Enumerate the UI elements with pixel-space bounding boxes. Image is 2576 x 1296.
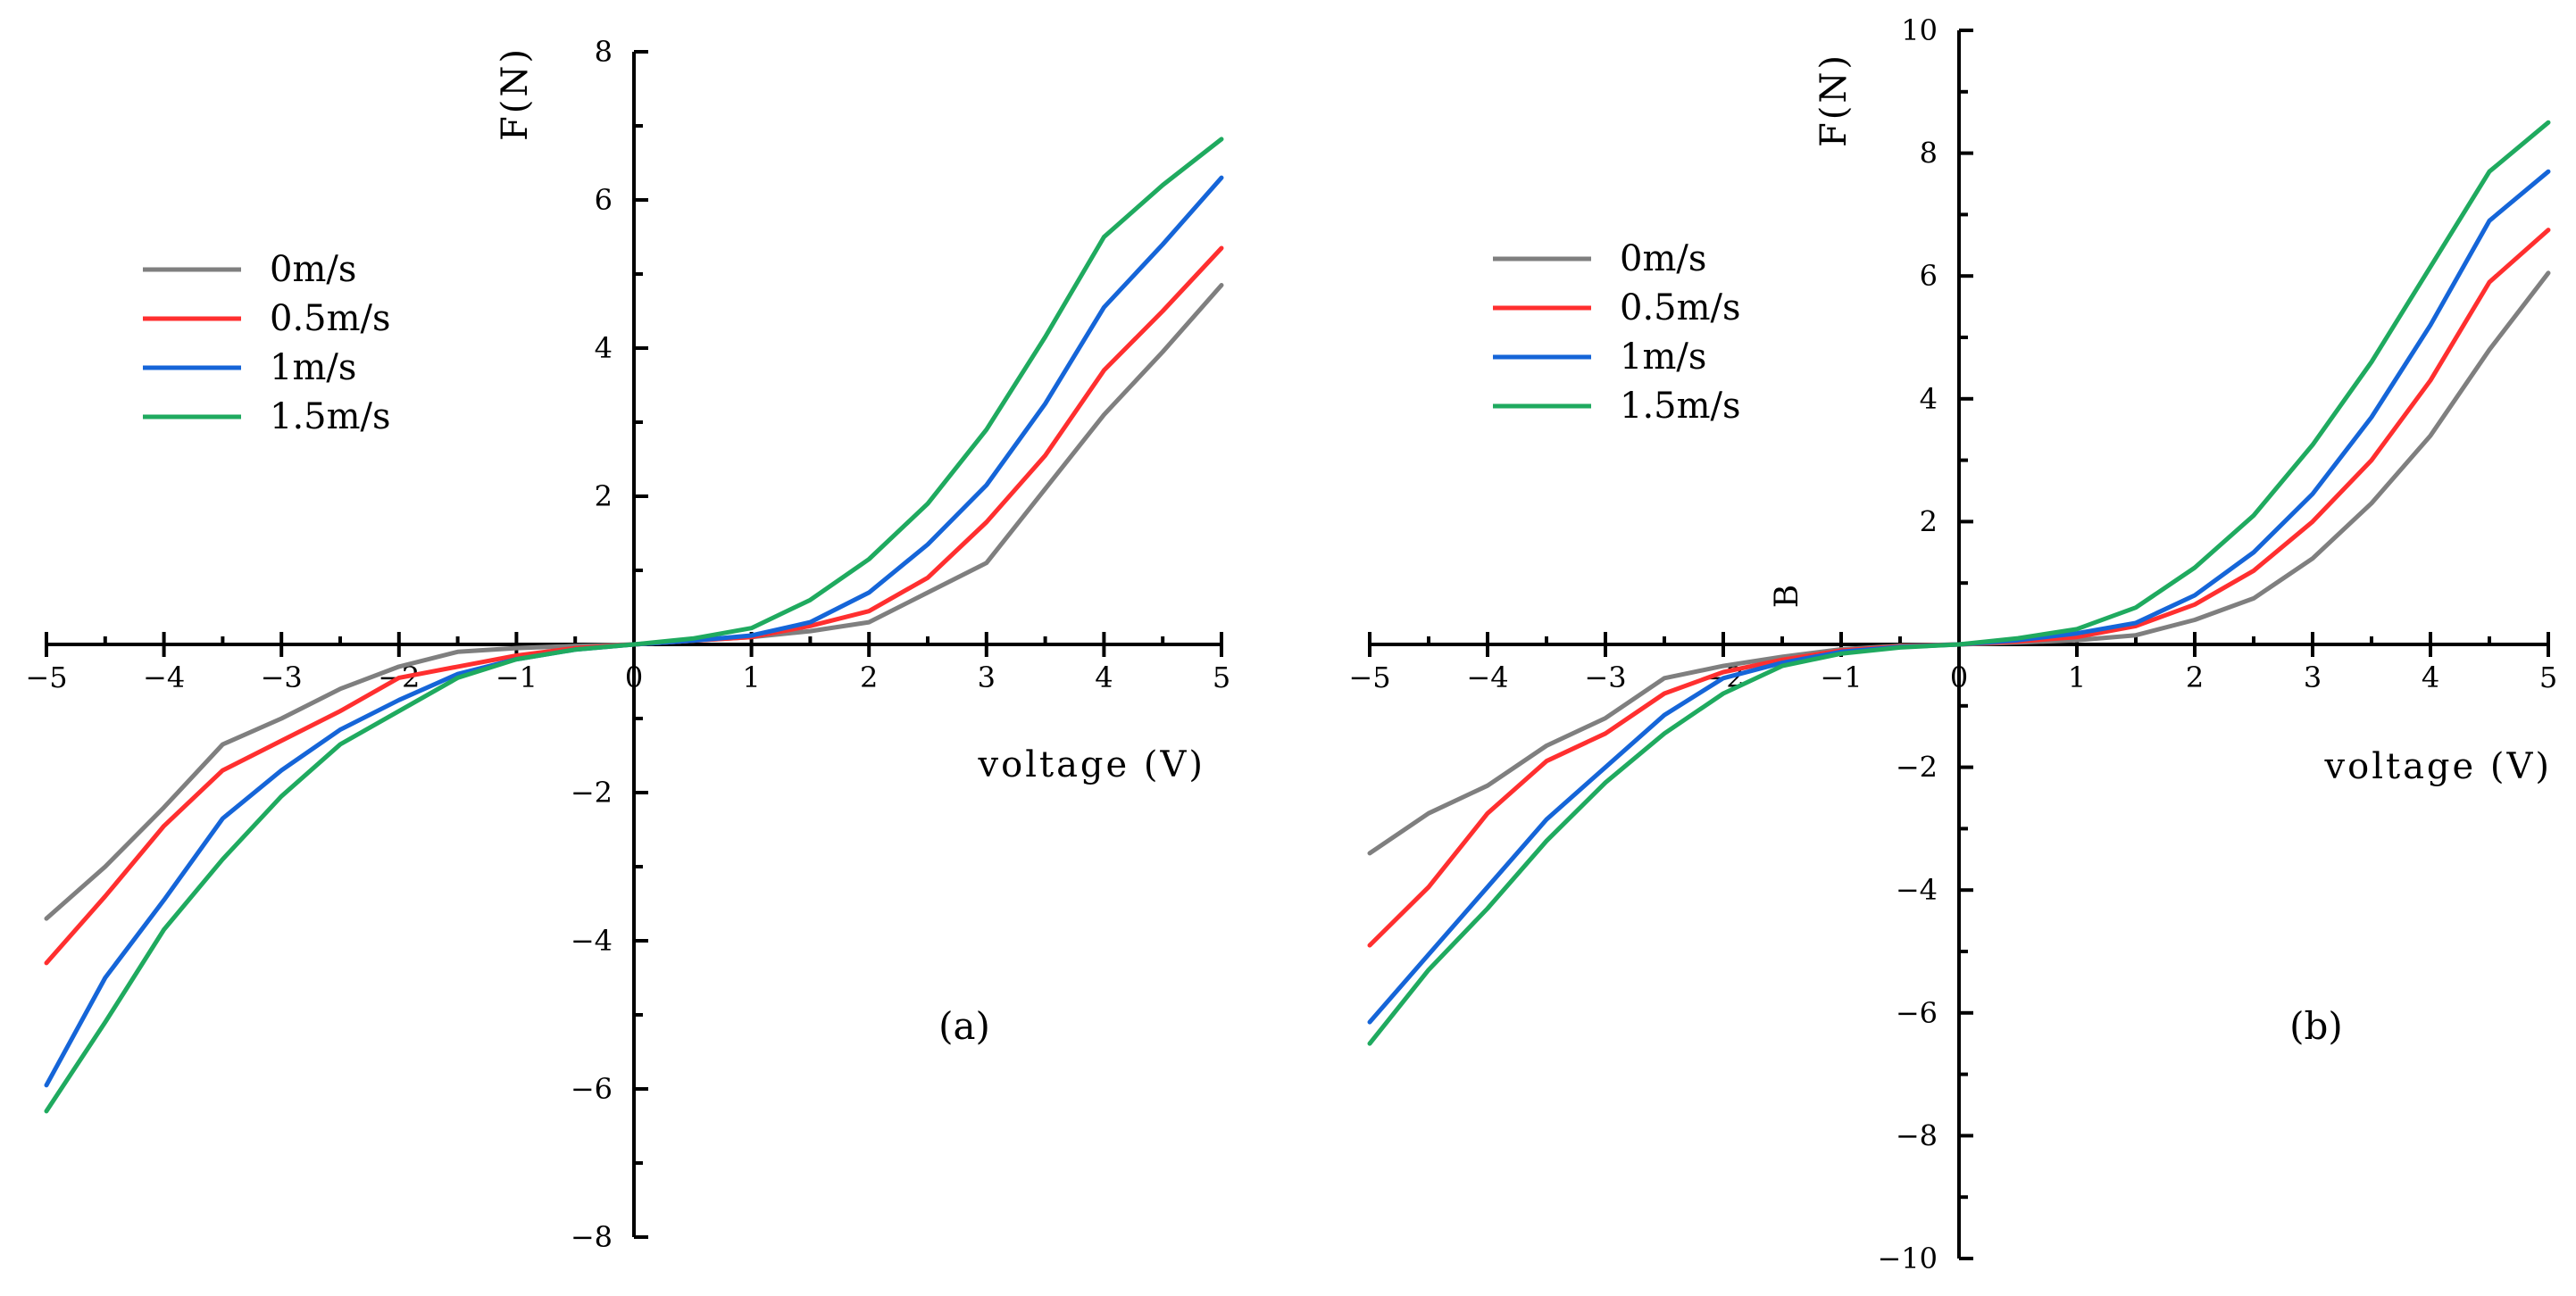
y-tick-label: 4 bbox=[1920, 382, 1938, 416]
y-tick-label: 2 bbox=[595, 479, 613, 513]
legend-b: 0m/s 0.5m/s 1m/s 1.5m/s bbox=[1493, 238, 1741, 427]
x-axis-title-a: voltage (V) bbox=[978, 744, 1205, 785]
x-tick-label: −1 bbox=[496, 660, 538, 694]
series-a bbox=[44, 137, 1224, 1114]
legend-label: 0m/s bbox=[270, 249, 356, 290]
y-tick-label: 10 bbox=[1901, 13, 1938, 47]
x-tick-label: −4 bbox=[143, 660, 185, 694]
panel-label-b: (b) bbox=[2289, 1004, 2343, 1048]
legend-label: 0m/s bbox=[1620, 238, 1706, 279]
y-tick-label: −2 bbox=[1896, 751, 1938, 785]
y-tick-label: 4 bbox=[595, 331, 613, 365]
x-tick-label: 0 bbox=[625, 660, 643, 694]
y-tick-label: −4 bbox=[571, 924, 613, 958]
y-tick-label: −4 bbox=[1896, 873, 1938, 907]
y-tick-label: 8 bbox=[595, 35, 613, 69]
x-tick-label: 3 bbox=[978, 660, 996, 694]
y-tick-label: −6 bbox=[1896, 996, 1938, 1030]
legend-label: 1.5m/s bbox=[1620, 386, 1741, 427]
x-tick-label: −5 bbox=[25, 660, 67, 694]
x-tick-label: −3 bbox=[261, 660, 303, 694]
x-tick-label: 1 bbox=[742, 660, 760, 694]
x-tick-label: −1 bbox=[1820, 660, 1862, 694]
y-tick-label: 6 bbox=[1920, 259, 1938, 293]
y-tick-label: 8 bbox=[1920, 137, 1938, 170]
series-line-a-3 bbox=[44, 137, 1224, 1114]
x-tick-label: 5 bbox=[1213, 660, 1230, 694]
x-tick-label: 2 bbox=[2186, 660, 2204, 694]
stray-label-b: B bbox=[1769, 585, 1805, 608]
x-tick-label: 5 bbox=[2539, 660, 2557, 694]
legend-label: 1m/s bbox=[270, 347, 356, 388]
legend-label: 1.5m/s bbox=[270, 396, 391, 437]
x-tick-label: 4 bbox=[1095, 660, 1113, 694]
legend-label: 0.5m/s bbox=[1620, 287, 1741, 328]
legend-a: 0m/s 0.5m/s 1m/s 1.5m/s bbox=[143, 249, 391, 437]
y-axis-title-a: F(N) bbox=[495, 46, 536, 141]
x-tick-label: 4 bbox=[2422, 660, 2439, 694]
x-tick-label: 0 bbox=[1950, 660, 1968, 694]
y-tick-label: −6 bbox=[571, 1072, 613, 1106]
y-tick-label: −8 bbox=[1896, 1118, 1938, 1152]
y-tick-label: −2 bbox=[571, 776, 613, 810]
y-tick-label: 6 bbox=[595, 183, 613, 217]
x-tick-label: 3 bbox=[2304, 660, 2322, 694]
y-axis-title-b: F(N) bbox=[1813, 53, 1855, 147]
y-tick-label: −8 bbox=[571, 1220, 613, 1254]
legend-label: 1m/s bbox=[1620, 336, 1706, 378]
x-axis-title-b: voltage (V) bbox=[2324, 746, 2552, 787]
series-line-b-3 bbox=[1367, 120, 2551, 1046]
x-tick-label: −3 bbox=[1584, 660, 1626, 694]
x-tick-label: −4 bbox=[1466, 660, 1508, 694]
series-b bbox=[1367, 120, 2551, 1046]
x-tick-label: 1 bbox=[2068, 660, 2086, 694]
legend-label: 0.5m/s bbox=[270, 298, 391, 339]
y-tick-label: −10 bbox=[1877, 1242, 1938, 1275]
x-tick-label: −5 bbox=[1348, 660, 1390, 694]
x-tick-label: 2 bbox=[860, 660, 878, 694]
panel-label-a: (a) bbox=[938, 1004, 990, 1048]
y-tick-label: 2 bbox=[1920, 504, 1938, 538]
